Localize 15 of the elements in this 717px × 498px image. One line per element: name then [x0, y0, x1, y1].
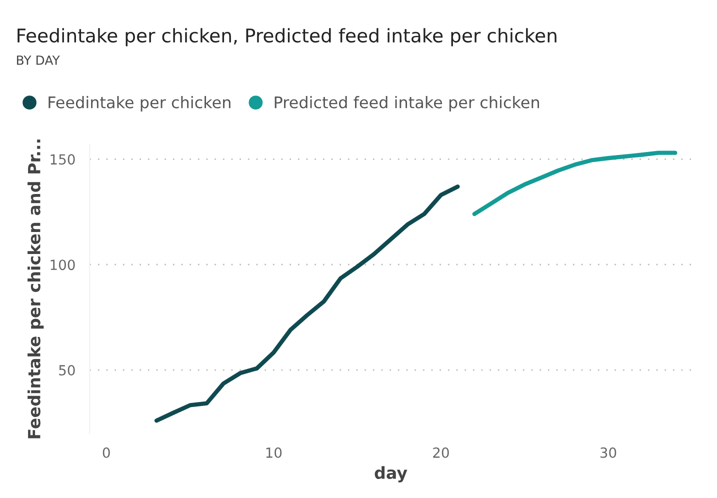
legend-label: Feedintake per chicken	[48, 96, 230, 112]
line-series	[472, 150, 678, 216]
x-axis-title: day	[374, 466, 408, 482]
y-tick-label: 50	[59, 364, 75, 376]
x-tick-label: 0	[102, 447, 110, 458]
y-tick-label: 150	[50, 154, 75, 165]
chart-subtitle: BY DAY	[17, 56, 60, 65]
y-axis-title: Feedintake per chicken and Pr...	[28, 140, 44, 438]
x-tick-label: 20	[433, 447, 449, 458]
line-series	[154, 184, 460, 423]
x-tick-label: 10	[266, 447, 282, 458]
chart-title: Feedintake per chicken, Predicted feed intake per chicken	[18, 28, 556, 46]
x-tick-label: 30	[600, 447, 616, 458]
legend-label: Predicted feed intake per chicken	[274, 96, 539, 112]
y-tick-label: 100	[50, 260, 75, 270]
